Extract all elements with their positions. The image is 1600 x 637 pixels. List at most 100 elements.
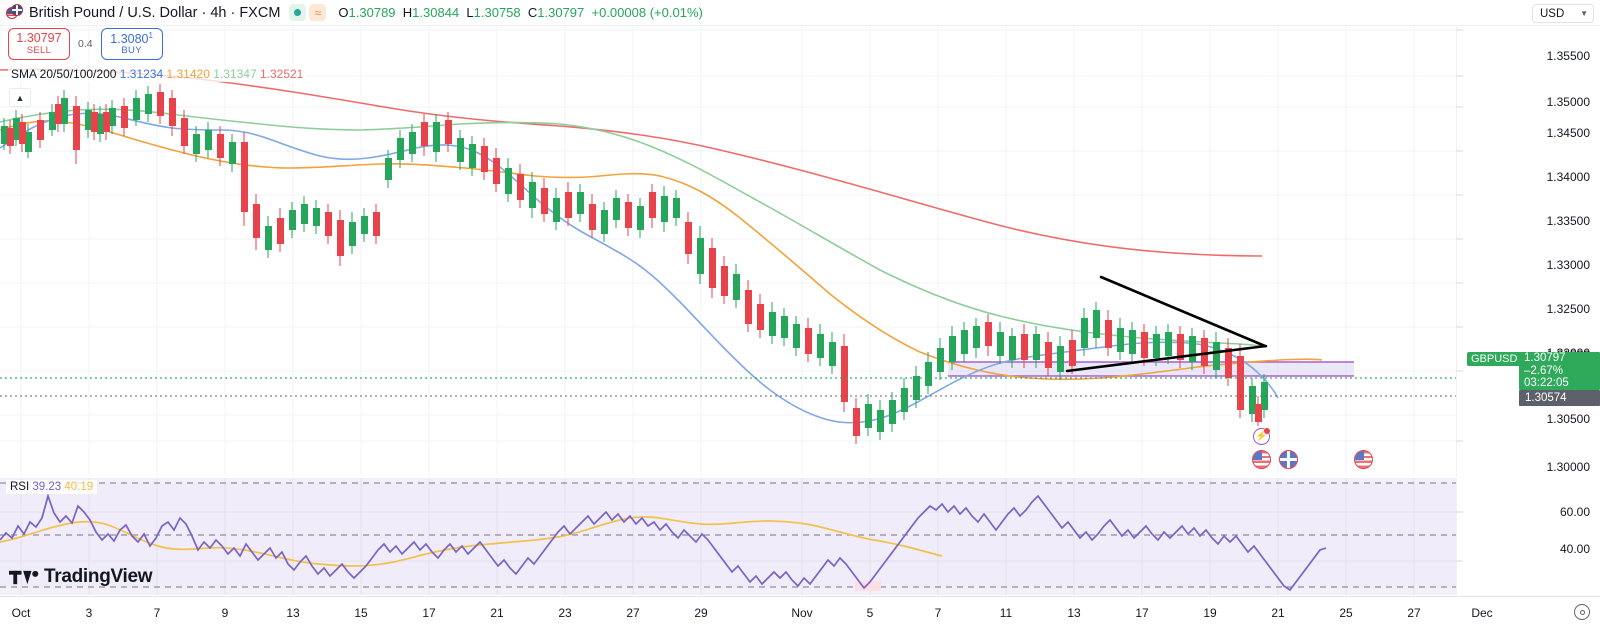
time-tick-19: 25 — [1339, 606, 1353, 620]
chevron-down-icon: ▼ — [1580, 9, 1588, 18]
rsi-legend-name: RSI — [10, 481, 30, 493]
time-tick-11: Nov — [791, 606, 813, 620]
tradingview-watermark: TradingView — [9, 566, 153, 588]
price-tick-2: 1.34500 — [1546, 126, 1590, 140]
time-tick-10: 29 — [694, 606, 708, 620]
current-price-change: –2.67% — [1524, 364, 1564, 377]
time-tick-2: 7 — [153, 606, 161, 620]
gbp-usd-flag-icon — [6, 4, 23, 21]
ohlc-close-value: 1.30797 — [537, 5, 585, 20]
buy-label: BUY — [121, 45, 142, 57]
ohlc-close-label: C — [527, 5, 538, 20]
rsi-ma-line — [0, 516, 943, 567]
time-tick-4: 13 — [286, 606, 300, 620]
time-tick-5: 15 — [354, 606, 368, 620]
rsi-value: 39.23 — [32, 481, 62, 493]
price-tick-6: 1.32500 — [1546, 302, 1590, 316]
time-tick-16: 17 — [1135, 606, 1149, 620]
event-marker-us-2[interactable] — [1354, 450, 1373, 469]
sma-legend-name: SMA 20/50/100/200 — [11, 67, 117, 81]
previous-close-badge[interactable]: 1.30574 — [1519, 390, 1600, 406]
ohlc-high-value: 1.30844 — [412, 5, 460, 20]
time-tick-18: 21 — [1271, 606, 1285, 620]
rsi-tick-40: 40.00 — [1559, 542, 1590, 556]
rsi-legend[interactable]: RSI 39.23 40.19 — [6, 480, 98, 494]
price-tick-10: 1.30500 — [1546, 412, 1590, 426]
rsi-axis-ticks — [1456, 478, 1463, 595]
buy-price: 1.30801 — [110, 30, 153, 47]
price-tick-0: 1.35500 — [1546, 49, 1590, 63]
ohlc-open-label: O — [338, 5, 349, 20]
symbol-price-tag: GBPUSD — [1467, 352, 1522, 366]
currency-select[interactable]: USD ▼ — [1532, 4, 1594, 23]
time-tick-9: 27 — [626, 606, 640, 620]
price-axis[interactable]: 1.35500 1.35000 1.34500 1.34000 1.33500 … — [1456, 26, 1600, 476]
sma50-line — [0, 120, 1323, 381]
time-tick-3: 9 — [221, 606, 229, 620]
gear-icon[interactable] — [1574, 604, 1590, 620]
price-tick-5: 1.33000 — [1546, 258, 1590, 272]
price-axis-ticks — [1456, 26, 1463, 476]
bar-countdown: 03:22:05 — [1524, 377, 1569, 390]
sma50-value: 1.31420 — [166, 67, 210, 81]
time-axis[interactable]: Oct 3 7 9 13 15 17 21 23 27 29 Nov 5 7 1… — [0, 596, 1600, 637]
time-tick-8: 23 — [558, 606, 572, 620]
event-marker-us[interactable] — [1252, 450, 1271, 469]
rsi-tick-60: 60.00 — [1559, 505, 1590, 519]
rsi-vertical-gridlines — [20, 478, 1415, 595]
change-percent: (+0.01%) — [649, 5, 703, 20]
sma200-value: 1.32521 — [259, 67, 304, 81]
tradingview-watermark-text: TradingView — [44, 566, 153, 587]
time-tick-12: 5 — [866, 606, 874, 620]
rsi-chart-svg — [0, 478, 1456, 595]
data-source-wave-icon[interactable]: ≈ — [309, 4, 327, 21]
time-tick-13: 7 — [934, 606, 942, 620]
sell-label: SELL — [26, 44, 52, 56]
sma200-line — [0, 68, 1263, 257]
change-value: +0.00008 — [591, 5, 647, 20]
rsi-chart-pane[interactable] — [0, 478, 1456, 595]
current-price-value: 1.30797 — [1524, 351, 1566, 364]
time-tick-6: 17 — [422, 606, 436, 620]
buy-button[interactable]: 1.30801 BUY — [100, 28, 163, 60]
ohlc-low-label: L — [466, 5, 474, 20]
current-price-badge[interactable]: 1.30797 –2.67% 03:22:05 — [1519, 352, 1600, 390]
sma20-value: 1.31234 — [119, 67, 164, 81]
chevron-up-icon[interactable]: ▲ — [9, 88, 31, 107]
price-tick-3: 1.34000 — [1546, 170, 1590, 184]
price-tick-4: 1.33500 — [1546, 214, 1590, 228]
time-tick-0: Oct — [11, 606, 31, 620]
ohlc-low-value: 1.30758 — [473, 5, 521, 20]
previous-close-value: 1.30574 — [1525, 392, 1567, 404]
triangle-pattern-annotation — [1065, 275, 1268, 373]
price-chart-svg — [0, 26, 1456, 476]
time-tick-7: 21 — [490, 606, 504, 620]
ohlc-open-value: 1.30789 — [348, 5, 396, 20]
sell-button[interactable]: 1.30797 SELL — [8, 28, 70, 60]
rsi-axis[interactable]: 60.00 40.00 — [1456, 478, 1600, 595]
price-tick-11: 1.30000 — [1546, 460, 1590, 474]
vertical-gridlines — [20, 26, 1415, 476]
price-chart-pane[interactable] — [0, 26, 1456, 476]
sma-legend[interactable]: SMA 20/50/100/200 1.31234 1.31420 1.3134… — [8, 66, 307, 82]
rsi-level-lines — [0, 482, 1456, 588]
symbol-title[interactable]: British Pound / U.S. Dollar · 4h · FXCM — [29, 4, 281, 21]
tradingview-logo-icon — [9, 570, 39, 584]
support-zone-annotation — [948, 361, 1354, 377]
time-tick-17: 19 — [1203, 606, 1217, 620]
time-tick-1: 3 — [85, 606, 93, 620]
ohlc-high-label: H — [402, 5, 413, 20]
sma100-value: 1.31347 — [213, 67, 257, 81]
time-tick-20: 27 — [1407, 606, 1421, 620]
rsi-line — [0, 493, 1327, 592]
time-tick-14: 11 — [999, 606, 1013, 620]
currency-select-value: USD — [1540, 7, 1565, 20]
ohlc-values: O1.30789 H1.30844 L1.30758 C1.30797 +0.0… — [338, 5, 702, 20]
market-open-dot-icon[interactable] — [289, 4, 307, 21]
event-marker-alert-bolt-icon[interactable]: ⚡ — [1253, 428, 1270, 445]
spread-value: 0.4 — [78, 38, 93, 50]
chart-header: British Pound / U.S. Dollar · 4h · FXCM … — [0, 0, 1600, 26]
sell-price: 1.30797 — [16, 31, 62, 46]
event-marker-uk[interactable] — [1279, 450, 1298, 469]
rsi-ma-value: 40.19 — [64, 481, 94, 493]
